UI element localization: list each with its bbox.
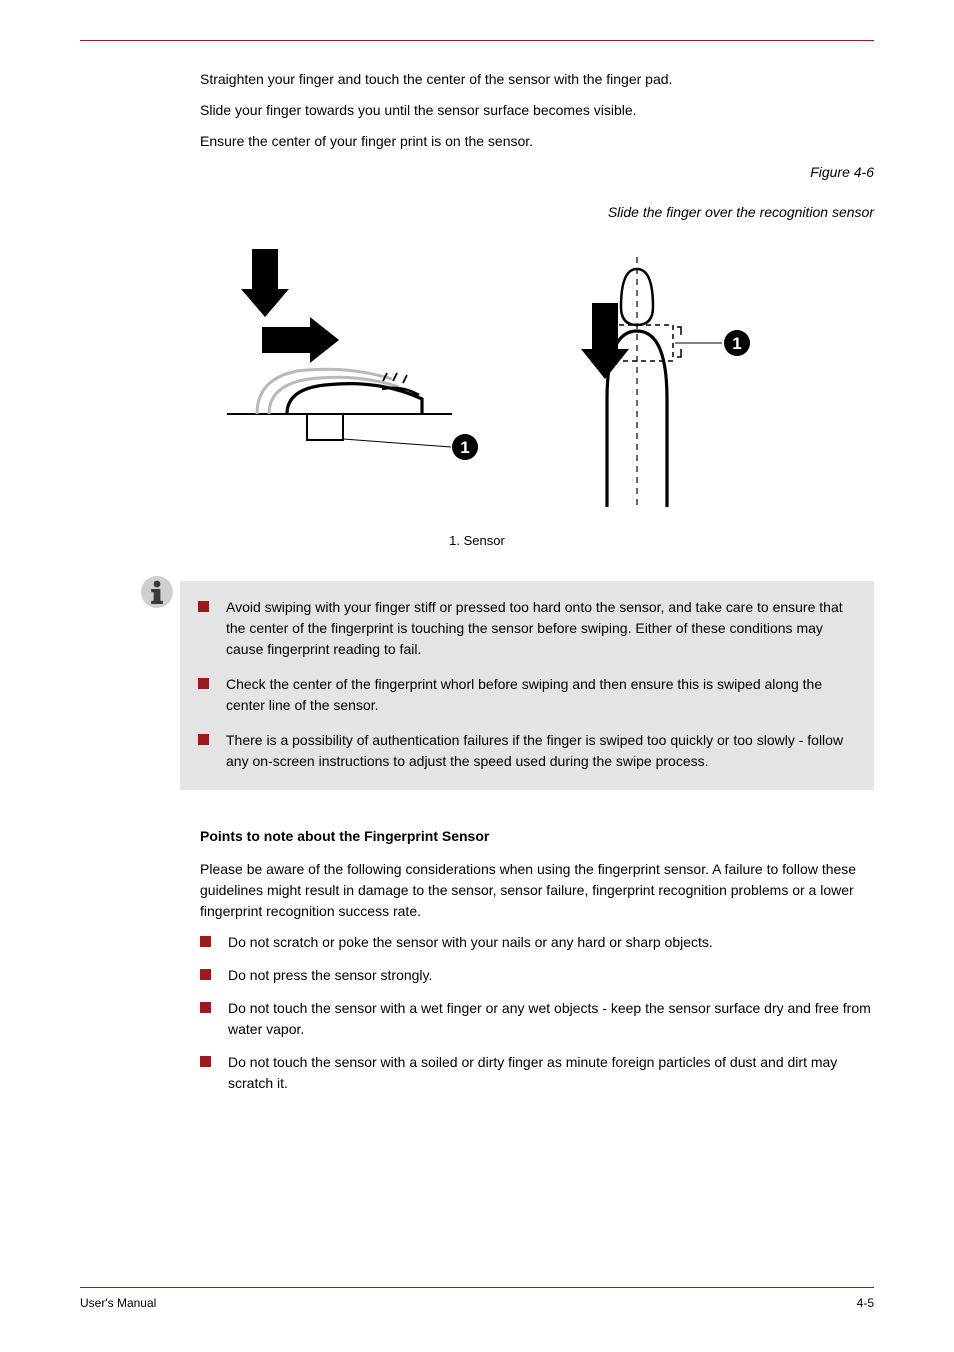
tip-text: There is a possibility of authentication…	[226, 732, 843, 769]
arrow-down-left	[241, 249, 289, 317]
figure-number-row: Figure 4-6	[200, 162, 874, 196]
intro-para-2: Slide your finger towards you until the …	[200, 100, 874, 121]
consideration-item: Do not touch the sensor with a soiled or…	[200, 1052, 874, 1094]
consideration-text: Do not touch the sensor with a wet finge…	[228, 1000, 871, 1037]
consideration-text: Do not press the sensor strongly.	[228, 967, 432, 983]
tip-text: Avoid swiping with your finger stiff or …	[226, 599, 843, 657]
section-lead: Please be aware of the following conside…	[200, 859, 874, 922]
top-rule	[80, 40, 874, 41]
bullet-icon	[198, 601, 209, 612]
svg-text:1: 1	[732, 334, 741, 353]
intro-para-3: Ensure the center of your finger print i…	[200, 131, 874, 152]
tips-box: Avoid swiping with your finger stiff or …	[180, 581, 874, 790]
bullet-icon	[198, 678, 209, 689]
callout-1-left: 1	[452, 434, 478, 460]
considerations-section: Points to note about the Fingerprint Sen…	[200, 826, 874, 1094]
info-block: Avoid swiping with your finger stiff or …	[80, 581, 874, 790]
section-heading: Points to note about the Fingerprint Sen…	[200, 826, 874, 847]
bullet-icon	[198, 734, 209, 745]
info-icon	[140, 575, 174, 615]
consideration-text: Do not scratch or poke the sensor with y…	[228, 934, 713, 950]
bottom-rule	[80, 1287, 874, 1288]
tip-text: Check the center of the fingerprint whor…	[226, 676, 822, 713]
figure-number: Figure 4-6	[810, 162, 874, 183]
page-footer: User's Manual 4-5	[80, 1294, 874, 1312]
bullet-icon	[200, 969, 211, 980]
body-column: Straighten your finger and touch the cen…	[200, 69, 874, 239]
consideration-text: Do not touch the sensor with a soiled or…	[228, 1054, 837, 1091]
tip-item: Avoid swiping with your finger stiff or …	[198, 597, 856, 660]
bullet-icon	[200, 1002, 211, 1013]
tips-list: Avoid swiping with your finger stiff or …	[198, 597, 856, 772]
figure-title: Slide the finger over the recognition se…	[608, 202, 874, 223]
sensor-side	[307, 414, 343, 440]
considerations-list: Do not scratch or poke the sensor with y…	[200, 932, 874, 1094]
page: Straighten your finger and touch the cen…	[0, 0, 954, 1352]
bullet-icon	[200, 936, 211, 947]
callout-1-right: 1	[724, 330, 750, 356]
arrow-right	[262, 317, 339, 363]
svg-text:1: 1	[460, 438, 469, 457]
consideration-item: Do not press the sensor strongly.	[200, 965, 874, 986]
figure-diagram: 1 1	[197, 239, 757, 525]
intro-para-1: Straighten your finger and touch the cen…	[200, 69, 874, 90]
figure-caption: 1. Sensor	[80, 531, 874, 551]
fingerprint-diagram-svg: 1 1	[197, 239, 757, 519]
bullet-icon	[200, 1056, 211, 1067]
footer-right: 4-5	[857, 1294, 874, 1312]
consideration-item: Do not touch the sensor with a wet finge…	[200, 998, 874, 1040]
footer-left: User's Manual	[80, 1294, 156, 1312]
tip-item: Check the center of the fingerprint whor…	[198, 674, 856, 716]
consideration-item: Do not scratch or poke the sensor with y…	[200, 932, 874, 953]
tip-item: There is a possibility of authentication…	[198, 730, 856, 772]
